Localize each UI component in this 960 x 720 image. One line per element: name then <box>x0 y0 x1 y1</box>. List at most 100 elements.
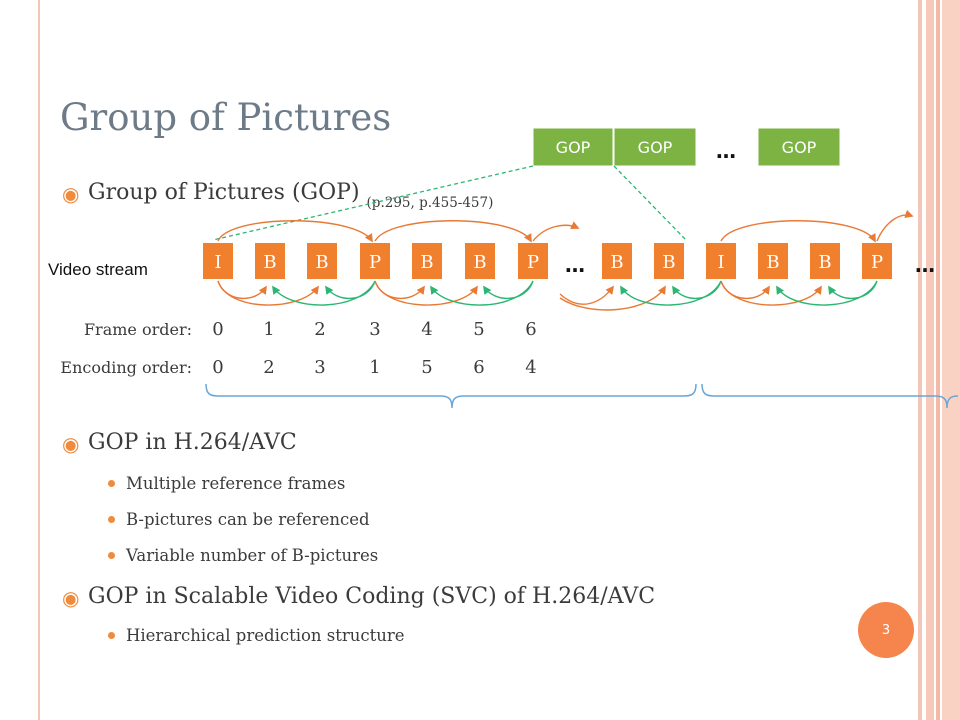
arrow-p-to-b2 <box>325 280 376 300</box>
frame-type-label: P <box>871 252 883 273</box>
frame-order-value: 3 <box>369 319 380 340</box>
arrow-i-to-p-2 <box>720 220 876 243</box>
arrow-p-out <box>532 221 580 242</box>
frame-type-label: B <box>420 252 433 273</box>
arrow-p3-to-b2 <box>828 280 878 300</box>
frame-order-values: 0 1 2 3 4 5 6 <box>212 319 536 340</box>
arrow-p3-to-b <box>776 280 878 306</box>
encoding-order-value: 6 <box>473 357 484 378</box>
sub-bullet-marker-icon <box>108 516 115 523</box>
frame-order-value: 6 <box>525 319 536 340</box>
bullet-marker-icon: ◉ <box>62 586 80 610</box>
sub-bullet-marker-icon <box>108 480 115 487</box>
bullet-text: Group of Pictures (GOP) <box>88 180 360 205</box>
frame-type-label: P <box>527 252 539 273</box>
frame-box-p <box>862 243 892 279</box>
frame-box-b <box>255 243 285 279</box>
frame-type-label: B <box>263 252 276 273</box>
encoding-order-value: 4 <box>525 357 536 378</box>
frame-type-label: B <box>662 252 675 273</box>
arrow-p-out-2 <box>876 209 914 242</box>
encoding-order-value: 1 <box>369 357 380 378</box>
gop-box <box>757 127 841 167</box>
stream-ellipsis: … <box>565 253 585 277</box>
arrow-p-to-b4 <box>374 280 478 306</box>
gop-box-label: GOP <box>556 138 591 157</box>
encoding-order-value: 3 <box>314 357 325 378</box>
frame-type-label: I <box>214 252 221 273</box>
frame-type-label: B <box>818 252 831 273</box>
frames-group-1: I B B P B B P <box>203 243 548 279</box>
bidirectional-prediction-arrows <box>217 280 878 311</box>
frame-box-p <box>360 243 390 279</box>
sub-bullet: Hierarchical prediction structure <box>108 626 405 645</box>
frame-box-b <box>307 243 337 279</box>
bullet-marker-icon: ◉ <box>62 432 80 456</box>
frame-box-b <box>654 243 684 279</box>
frame-order-value: 4 <box>421 319 432 340</box>
gop-box-label: GOP <box>782 138 817 157</box>
sub-bullet-text: Multiple reference frames <box>126 474 346 493</box>
frame-box-b <box>810 243 840 279</box>
stream-ellipsis-end: … <box>915 253 935 277</box>
arrow-to-b6 <box>559 285 666 311</box>
arrow-p-to-p <box>374 220 532 243</box>
arrow-p2-to-b <box>430 280 534 306</box>
frame-order-label: Frame order: <box>84 320 192 339</box>
frame-type-label: B <box>473 252 486 273</box>
encoding-order-value: 0 <box>212 357 223 378</box>
bullet-gop-h264: ◉ GOP in H.264/AVC <box>62 430 297 456</box>
left-border-line <box>38 0 40 720</box>
sub-bullet-text: Variable number of B-pictures <box>126 546 379 565</box>
encoding-order-values: 0 2 3 1 5 6 4 <box>212 357 536 378</box>
frame-box-b <box>465 243 495 279</box>
arrow-i2-to-b4 <box>720 280 822 306</box>
frames-group-2: B B I B B P <box>602 243 892 279</box>
gop-brace-1 <box>205 383 697 409</box>
frame-box-i <box>706 243 736 279</box>
sub-bullet: Multiple reference frames <box>108 474 346 493</box>
arrow-i-to-b <box>217 280 267 300</box>
sub-bullet-text: B-pictures can be referenced <box>126 510 370 529</box>
arrow-p-to-b <box>272 280 376 306</box>
arrow-to-b5 <box>559 285 615 305</box>
arrow-i-to-b2 <box>217 280 319 306</box>
gop-ellipsis: … <box>716 139 736 163</box>
arrow-i2-to-b3 <box>720 280 770 300</box>
arrow-p2-to-b2 <box>483 280 534 300</box>
sub-bullet-text: Hierarchical prediction structure <box>126 626 405 645</box>
gop-braces <box>205 383 959 409</box>
gop-brace-2 <box>701 383 959 409</box>
frame-box-p <box>518 243 548 279</box>
gop-box-label: GOP <box>638 138 673 157</box>
frame-type-label: B <box>315 252 328 273</box>
frame-box-b <box>602 243 632 279</box>
encoding-order-label: Encoding order: <box>60 358 192 377</box>
gop-box <box>613 127 697 167</box>
sub-bullet-marker-icon <box>108 632 115 639</box>
arrow-i2-to-b <box>620 280 722 306</box>
frame-type-label: I <box>717 252 724 273</box>
bullet-text: GOP in H.264/AVC <box>88 430 297 455</box>
page-reference: (p.295, p.455-457) <box>366 195 494 211</box>
frame-box-i <box>203 243 233 279</box>
frame-type-label: P <box>369 252 381 273</box>
bullet-marker-icon: ◉ <box>62 182 80 206</box>
encoding-order-value: 5 <box>421 357 432 378</box>
bullet-text: GOP in Scalable Video Coding (SVC) of H.… <box>88 584 656 609</box>
video-stream-label: Video stream <box>48 260 148 279</box>
frame-box-b <box>758 243 788 279</box>
page-number-badge: 3 <box>858 602 914 658</box>
encoding-order-value: 2 <box>263 357 274 378</box>
frame-type-label: B <box>610 252 623 273</box>
frame-box-b <box>412 243 442 279</box>
sub-bullet: Variable number of B-pictures <box>108 546 379 565</box>
frame-order-value: 1 <box>263 319 274 340</box>
gop-sequence: GOP GOP … GOP <box>532 127 841 167</box>
frame-order-value: 5 <box>473 319 484 340</box>
bullet-gop-svc: ◉ GOP in Scalable Video Coding (SVC) of … <box>62 584 656 610</box>
bullet-gop-definition: ◉ Group of Pictures (GOP) (p.295, p.455-… <box>62 180 493 211</box>
